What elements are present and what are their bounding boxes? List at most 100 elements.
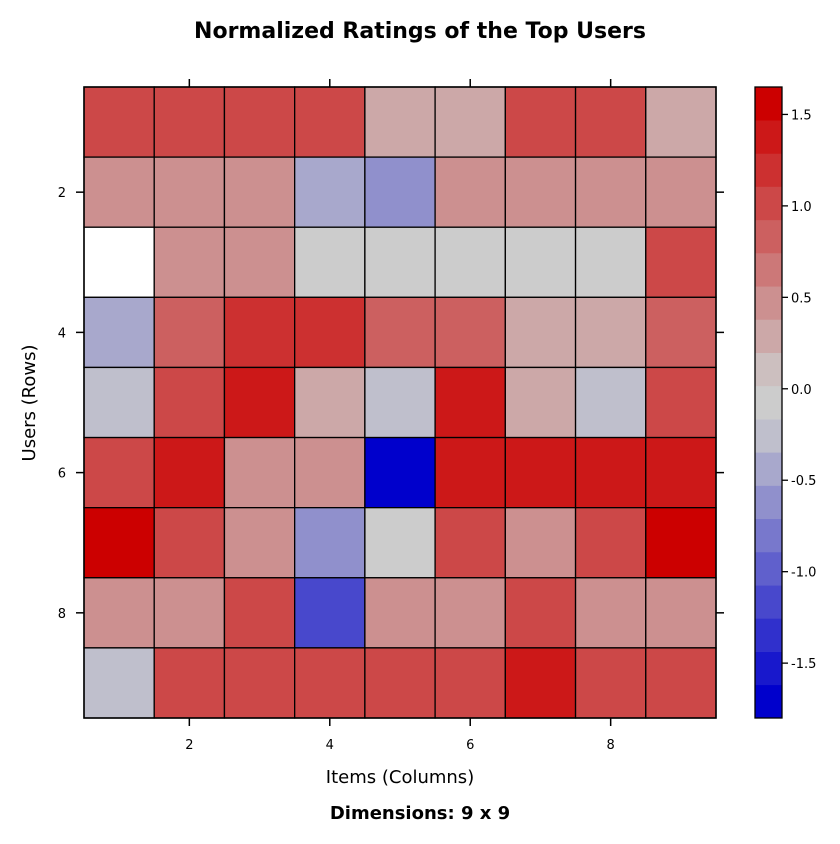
heatmap-cell: [574, 647, 647, 719]
heatmap-cell: [364, 86, 436, 158]
colorbar-bin: [755, 452, 782, 486]
colorbar-bin: [755, 419, 782, 453]
heatmap-cell: [294, 366, 366, 439]
colorbar-bin: [755, 385, 782, 420]
heatmap-cell: [153, 507, 226, 579]
colorbar-tick-label: -1.0: [791, 566, 816, 581]
heatmap-cell: [153, 86, 226, 158]
heatmap-cell: [434, 156, 506, 228]
plot-frame: [83, 86, 717, 719]
heatmap-cell: [223, 366, 296, 439]
colorbar-bin: [755, 286, 782, 320]
heatmap-cell: [223, 86, 296, 158]
heatmap-cell: [434, 296, 506, 369]
heatmap-cell: [645, 86, 717, 158]
heatmap-cell: [364, 577, 436, 649]
heatmap-cell: [153, 647, 226, 719]
heatmap-cell: [153, 577, 226, 649]
heatmap-cell: [223, 156, 296, 228]
colorbar-bin: [755, 618, 782, 652]
y-tick-label: 8: [58, 607, 66, 622]
y-axis-label: Users (Rows): [19, 345, 40, 462]
heatmap-cell: [223, 226, 296, 298]
heatmap-cell: [574, 86, 647, 158]
heatmap-cell: [294, 507, 366, 579]
heatmap-cell: [574, 296, 647, 369]
heatmap-cell: [434, 577, 506, 649]
colorbar-tick-label: 0.5: [791, 291, 812, 306]
chart-title: Normalized Ratings of the Top Users: [194, 19, 646, 44]
colorbar-bin: [755, 319, 782, 353]
x-tick-label: 8: [607, 738, 615, 753]
x-tick-label: 4: [326, 738, 334, 753]
heatmap-cell: [83, 507, 155, 579]
heatmap-cell: [434, 436, 506, 509]
heatmap-cell: [83, 647, 155, 719]
heatmap-cell: [83, 86, 155, 158]
colorbar-bin: [755, 253, 782, 287]
y-axis: 2 4 6 8: [58, 186, 724, 622]
y-tick-label: 2: [58, 186, 66, 201]
heatmap-cell: [434, 86, 506, 158]
heatmap-cell: [504, 156, 577, 228]
heatmap-cell: [645, 577, 717, 649]
heatmap-cell: [645, 296, 717, 369]
colorbar-bin: [755, 87, 782, 121]
heatmap-cell: [504, 366, 577, 439]
heatmap-cell: [504, 647, 577, 719]
heatmap-cell: [504, 226, 577, 298]
heatmap-cell: [153, 436, 226, 509]
heatmap-cell: [294, 156, 366, 228]
y-tick-label: 6: [58, 467, 66, 482]
heatmap-cell: [223, 507, 296, 579]
chart-subtitle: Dimensions: 9 x 9: [330, 803, 510, 824]
colorbar-tick-label: 1.0: [791, 200, 812, 215]
colorbar-tick-label: -0.5: [791, 474, 816, 489]
heatmap-cell: [364, 226, 436, 298]
colorbar-tick-label: 1.5: [791, 108, 812, 123]
x-axis-label: Items (Columns): [326, 767, 474, 788]
heatmap-cell: [294, 86, 366, 158]
heatmap-cell: [83, 577, 155, 649]
heatmap-cell: [504, 86, 577, 158]
heatmap-cell: [83, 226, 155, 298]
heatmap-cell: [574, 577, 647, 649]
heatmap-cell: [434, 507, 506, 579]
heatmap-cell: [504, 296, 577, 369]
heatmap-cells: [83, 86, 717, 719]
heatmap-cell: [645, 647, 717, 719]
heatmap-cell: [294, 436, 366, 509]
colorbar-bin: [755, 153, 782, 187]
heatmap-cell: [294, 226, 366, 298]
x-tick-label: 2: [185, 738, 193, 753]
heatmap-cell: [83, 366, 155, 439]
colorbar-bin: [755, 551, 782, 586]
heatmap-cell: [223, 647, 296, 719]
heatmap-cell: [223, 436, 296, 509]
heatmap-cell: [645, 366, 717, 439]
colorbar-bin: [755, 186, 782, 221]
heatmap-cell: [364, 366, 436, 439]
heatmap-cell: [83, 436, 155, 509]
heatmap-cell: [364, 647, 436, 719]
heatmap-cell: [504, 577, 577, 649]
colorbar-bin: [755, 352, 782, 387]
heatmap-cell: [153, 296, 226, 369]
heatmap-cell: [364, 296, 436, 369]
heatmap-cell: [434, 366, 506, 439]
heatmap-cell: [83, 156, 155, 228]
heatmap-cell: [574, 366, 647, 439]
heatmap-cell: [645, 436, 717, 509]
heatmap-cell: [574, 507, 647, 579]
heatmap-cell: [153, 156, 226, 228]
heatmap-cell: [434, 647, 506, 719]
heatmap-cell: [364, 436, 436, 509]
heatmap-cell: [153, 366, 226, 439]
colorbar-bin: [755, 684, 782, 719]
heatmap-cell: [294, 647, 366, 719]
heatmap-cell: [364, 507, 436, 579]
heatmap-cell: [83, 296, 155, 369]
colorbar-tick-label: 0.0: [791, 383, 812, 398]
colorbar-tick-label: -1.5: [791, 657, 816, 672]
